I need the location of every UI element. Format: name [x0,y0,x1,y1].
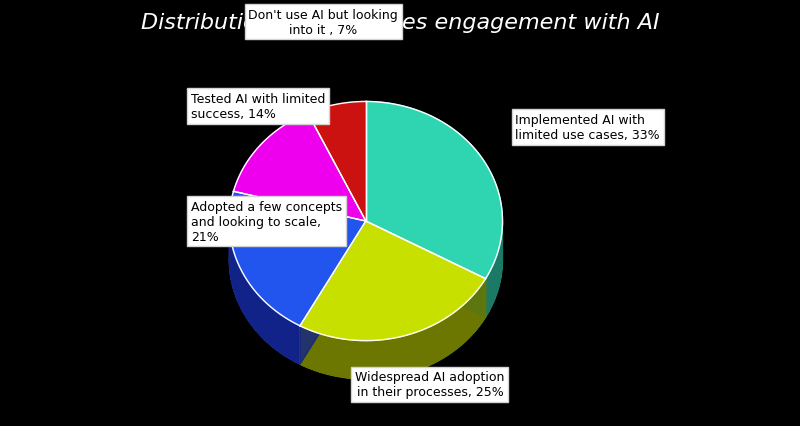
Text: Widespread AI adoption
in their processes, 25%: Widespread AI adoption in their processe… [355,371,505,399]
Polygon shape [366,102,502,279]
Polygon shape [300,222,366,364]
Polygon shape [230,192,366,326]
Text: Adopted a few concepts
and looking to scale,
21%: Adopted a few concepts and looking to sc… [190,200,342,243]
Ellipse shape [230,141,502,379]
Polygon shape [486,222,502,317]
Polygon shape [366,222,486,317]
Text: Implemented AI with
limited use cases, 33%: Implemented AI with limited use cases, 3… [515,114,660,142]
Polygon shape [366,222,486,317]
Polygon shape [300,279,486,379]
Text: Don't use AI but looking
into it , 7%: Don't use AI but looking into it , 7% [248,9,398,37]
Polygon shape [234,114,366,222]
Polygon shape [300,222,486,341]
Polygon shape [308,102,366,222]
Polygon shape [230,222,300,364]
Text: Distribution of companies engagement with AI: Distribution of companies engagement wit… [141,13,659,33]
Polygon shape [300,222,366,364]
Text: Tested AI with limited
success, 14%: Tested AI with limited success, 14% [190,92,325,121]
